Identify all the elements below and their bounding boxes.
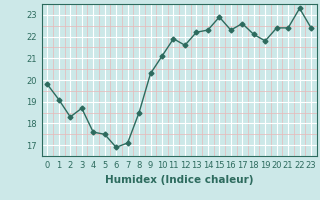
X-axis label: Humidex (Indice chaleur): Humidex (Indice chaleur) xyxy=(105,175,253,185)
